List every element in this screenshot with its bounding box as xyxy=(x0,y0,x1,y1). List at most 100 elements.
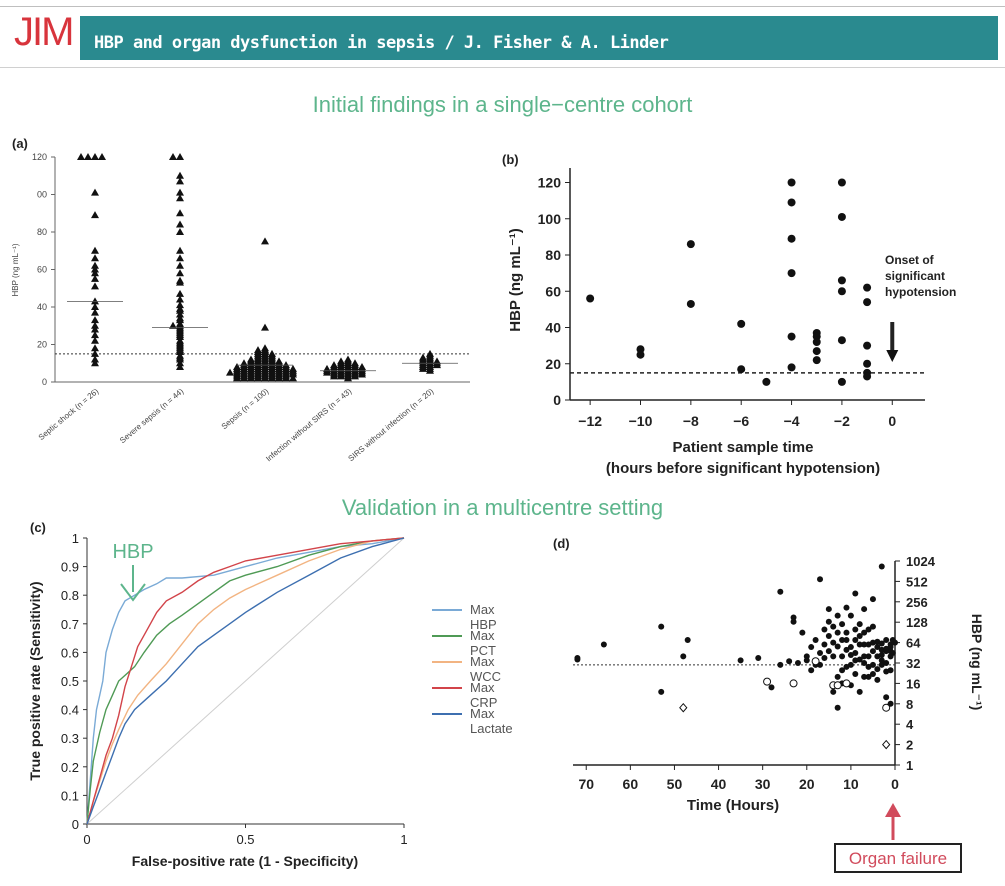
data-point-d xyxy=(830,639,837,646)
data-point-a xyxy=(240,374,248,382)
open-point-d xyxy=(882,703,891,712)
data-point-b xyxy=(787,234,796,243)
data-point-b xyxy=(812,338,821,346)
tick-label-a-y: 00 xyxy=(37,190,47,200)
data-point-b xyxy=(787,269,796,278)
data-point-b xyxy=(787,332,796,341)
data-point-b xyxy=(737,319,746,328)
data-point-a xyxy=(176,246,184,254)
panel-label-b: (b) xyxy=(502,152,519,167)
data-point-d xyxy=(889,636,896,643)
data-point-a xyxy=(233,374,241,382)
data-point-d xyxy=(834,673,841,680)
section-title-bottom: Validation in a multicentre setting xyxy=(341,495,664,520)
data-point-b xyxy=(636,350,645,359)
data-point-d xyxy=(839,667,846,674)
data-point-a xyxy=(176,153,184,160)
legend-swatch xyxy=(432,661,462,663)
data-point-a xyxy=(169,153,177,160)
data-point-d xyxy=(777,588,784,595)
legend-label: Max Lactate xyxy=(470,706,513,736)
data-point-d xyxy=(852,590,859,597)
tick-label-c-y: 0.7 xyxy=(61,617,79,632)
header-rule xyxy=(0,67,1005,68)
data-point-d xyxy=(834,629,841,636)
data-point-a xyxy=(84,153,92,160)
data-point-d xyxy=(856,641,863,648)
data-point-a xyxy=(176,194,184,202)
annotation-b: hypotension xyxy=(885,285,956,299)
data-point-b xyxy=(837,212,846,221)
tick-label-d-x: 10 xyxy=(843,776,859,792)
data-point-d xyxy=(865,626,872,633)
data-point-a xyxy=(176,220,184,228)
data-point-b xyxy=(863,283,872,292)
data-point-d xyxy=(839,653,846,660)
legend-label: Max CRP xyxy=(470,680,498,710)
data-point-d xyxy=(803,657,810,664)
tick-label-b-x: −4 xyxy=(784,413,800,429)
data-point-d xyxy=(869,648,876,655)
data-point-d xyxy=(861,673,868,680)
data-point-d xyxy=(874,666,881,673)
data-point-a xyxy=(261,323,269,331)
data-point-d xyxy=(825,618,832,625)
data-point-b xyxy=(787,363,796,372)
data-point-b xyxy=(686,240,695,249)
tick-label-a-y: 120 xyxy=(32,152,47,162)
tick-label-d-x: 30 xyxy=(755,776,771,792)
data-point-a xyxy=(254,374,262,382)
data-point-a xyxy=(176,228,184,235)
category-label-a: Infection without SIRS (n = 43) xyxy=(264,386,353,463)
data-point-b xyxy=(812,356,821,365)
data-point-d xyxy=(658,688,665,695)
tick-label-d-y: 32 xyxy=(906,656,920,671)
data-point-b xyxy=(586,294,595,303)
data-point-d xyxy=(821,626,828,633)
data-point-a xyxy=(91,331,99,339)
data-point-a xyxy=(176,310,184,318)
tick-label-c-y: 0.3 xyxy=(61,731,79,746)
data-point-a xyxy=(176,171,184,179)
data-point-d xyxy=(843,604,850,611)
data-point-a xyxy=(91,303,99,310)
data-point-d xyxy=(861,641,868,648)
category-label-a: Severe sepsis (n = 44) xyxy=(118,386,186,445)
data-point-b xyxy=(863,298,872,307)
data-point-d xyxy=(843,636,850,643)
data-point-d xyxy=(887,644,894,651)
data-point-d xyxy=(856,656,863,663)
data-point-b xyxy=(837,377,846,386)
data-point-a xyxy=(176,316,184,324)
journal-logo: JIM xyxy=(14,10,74,54)
open-point-d xyxy=(842,679,851,688)
data-point-d xyxy=(786,658,793,665)
tick-label-c-y: 0 xyxy=(72,817,79,832)
data-point-d xyxy=(839,636,846,643)
data-point-d xyxy=(861,660,868,666)
data-point-d xyxy=(869,623,876,630)
legend-label: Max HBP xyxy=(470,602,497,632)
category-label-a: Septic shock (n = 26) xyxy=(37,386,101,442)
data-point-a xyxy=(176,177,184,185)
panel-label-c: (c) xyxy=(30,520,46,535)
data-point-a xyxy=(91,254,99,262)
data-point-a xyxy=(433,361,441,369)
data-point-b xyxy=(837,336,846,345)
tick-label-b-x: −8 xyxy=(683,413,699,429)
data-point-d xyxy=(861,629,868,636)
data-point-d xyxy=(856,633,863,640)
data-point-d xyxy=(790,614,797,621)
data-point-a xyxy=(176,188,184,196)
tick-label-d-x: 70 xyxy=(578,776,594,792)
open-diamond-d xyxy=(679,702,688,713)
data-point-d xyxy=(878,651,885,658)
tick-label-d-y: 64 xyxy=(906,636,921,651)
data-point-d xyxy=(869,671,876,678)
data-point-a xyxy=(91,308,99,316)
data-point-b xyxy=(837,178,846,187)
data-point-d xyxy=(852,626,859,633)
data-point-a xyxy=(176,254,184,262)
data-point-d xyxy=(825,648,832,655)
tick-label-b-x: 0 xyxy=(888,413,896,429)
